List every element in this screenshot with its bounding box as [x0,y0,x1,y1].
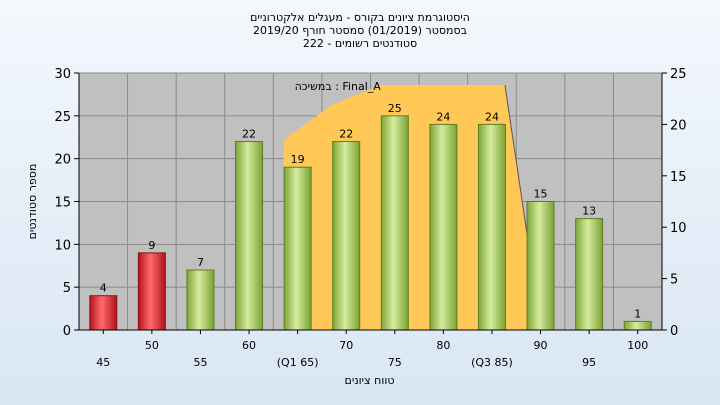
bar [429,123,458,331]
bar [235,141,264,331]
bar [623,320,652,331]
overlay-edge-line [504,84,530,245]
bar [137,252,166,331]
x-tick-label: 100 [627,339,648,352]
y2-tick-label: 5 [670,273,678,288]
x-tick-label: 50 [145,339,159,352]
x-tick-label: 95 [582,356,596,369]
bar-value-label: 1 [634,307,641,320]
x-tick-label: 55 [193,356,207,369]
x-tick-label: (Q3 85) [471,356,513,369]
y-tick-label: 10 [54,238,71,253]
bar-value-label: 4 [100,282,107,295]
bar-value-label: 19 [291,153,305,166]
x-tick-label: 80 [436,339,450,352]
x-tick-label: 70 [339,339,353,352]
bar-value-label: 22 [339,128,353,141]
chart-title-line-2: בסמסטר (01/2019) סמסטר חורף 2019/20 [253,24,467,37]
bar [332,141,361,331]
y-tick-label: 30 [54,67,71,82]
bar [477,123,506,331]
bar-value-label: 15 [534,188,548,201]
y2-tick-label: 25 [670,67,687,82]
chart-title-line-3: סטודנטים רשומים - 222 [302,37,418,50]
bar-value-label: 24 [436,110,450,123]
bar-value-label: 7 [197,256,204,269]
bar-value-label: 25 [388,102,402,115]
x-tick-label: 45 [96,356,110,369]
y2-tick-label: 15 [670,170,687,185]
x-tick-label: 90 [534,339,548,352]
y-tick-label: 25 [54,110,71,125]
chart-title-line-1: היסטוגרמת ציונים בקורס - מעגלים אלקטרוני… [250,11,470,24]
x-tick-label: (Q1 65) [277,356,319,369]
x-axis-title: טווח ציונים [345,374,395,387]
bar [575,218,604,331]
y2-tick-label: 20 [670,118,687,133]
bar-value-label: 24 [485,110,499,123]
bar [380,115,409,331]
overlay-label: במשיכה : Final_A [295,80,382,93]
y2-tick-label: 0 [670,324,678,339]
bar [283,166,312,331]
y-tick-label: 5 [63,281,71,296]
bar [89,295,118,331]
y-tick-label: 0 [63,324,71,339]
bar-value-label: 22 [242,128,256,141]
y-tick-label: 20 [54,153,71,168]
y-axis-title: מספר סטודנטים [26,164,39,240]
y2-tick-label: 10 [670,221,687,236]
x-tick-label: 75 [388,356,402,369]
bar [186,269,215,331]
bar [526,201,555,331]
bar-value-label: 9 [148,239,155,252]
x-tick-label: 60 [242,339,256,352]
y-tick-label: 15 [54,196,71,211]
bar-value-label: 13 [582,205,596,218]
